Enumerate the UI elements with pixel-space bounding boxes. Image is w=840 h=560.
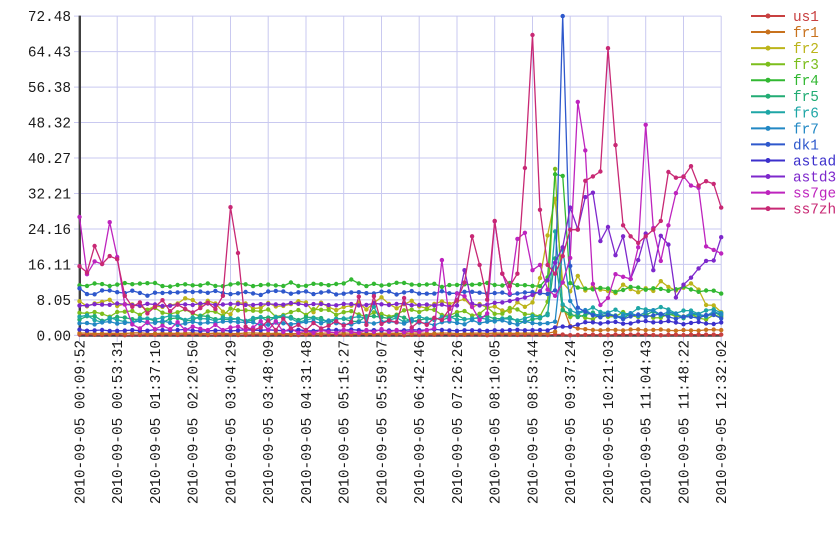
svg-text:2010-09-05 01:37:10: 2010-09-05 01:37:10 — [149, 340, 165, 504]
svg-text:16.11: 16.11 — [28, 258, 71, 274]
svg-text:ss7zh: ss7zh — [793, 203, 836, 219]
svg-text:dk1: dk1 — [793, 138, 819, 154]
svg-text:astad: astad — [793, 155, 836, 171]
svg-text:fr1: fr1 — [793, 26, 819, 42]
svg-text:2010-09-05 04:31:48: 2010-09-05 04:31:48 — [300, 340, 316, 504]
svg-text:fr2: fr2 — [793, 42, 819, 58]
svg-text:2010-09-05 12:32:02: 2010-09-05 12:32:02 — [715, 340, 731, 504]
svg-text:2010-09-05 08:53:44: 2010-09-05 08:53:44 — [527, 340, 543, 504]
svg-text:ss7ge: ss7ge — [793, 187, 836, 203]
svg-text:2010-09-05 09:37:24: 2010-09-05 09:37:24 — [564, 340, 580, 504]
svg-text:40.27: 40.27 — [28, 152, 71, 168]
svg-text:56.38: 56.38 — [28, 81, 71, 97]
svg-text:8.05: 8.05 — [36, 294, 71, 310]
svg-text:2010-09-05 10:21:03: 2010-09-05 10:21:03 — [602, 340, 618, 504]
svg-text:2010-09-05 03:04:29: 2010-09-05 03:04:29 — [225, 340, 241, 504]
svg-text:2010-09-05 11:48:22: 2010-09-05 11:48:22 — [678, 340, 694, 504]
svg-text:fr5: fr5 — [793, 90, 819, 106]
svg-text:2010-09-05 00:53:31: 2010-09-05 00:53:31 — [111, 340, 127, 504]
svg-text:64.43: 64.43 — [28, 46, 71, 62]
svg-text:2010-09-05 06:42:46: 2010-09-05 06:42:46 — [413, 340, 429, 504]
svg-text:2010-09-05 05:59:07: 2010-09-05 05:59:07 — [376, 340, 392, 504]
svg-text:2010-09-05 00:09:52: 2010-09-05 00:09:52 — [74, 340, 90, 504]
svg-text:astd3: astd3 — [793, 171, 836, 187]
svg-text:2010-09-05 03:48:09: 2010-09-05 03:48:09 — [262, 340, 278, 504]
svg-text:us1: us1 — [793, 10, 819, 26]
svg-text:fr7: fr7 — [793, 122, 819, 138]
svg-text:fr6: fr6 — [793, 106, 819, 122]
svg-text:32.21: 32.21 — [28, 188, 71, 204]
svg-text:fr4: fr4 — [793, 74, 819, 90]
svg-text:fr3: fr3 — [793, 58, 819, 74]
svg-text:0.00: 0.00 — [36, 329, 71, 345]
svg-text:48.32: 48.32 — [28, 117, 71, 133]
svg-text:2010-09-05 02:20:50: 2010-09-05 02:20:50 — [187, 340, 203, 504]
svg-text:2010-09-05 05:15:27: 2010-09-05 05:15:27 — [338, 340, 354, 504]
svg-text:2010-09-05 08:10:05: 2010-09-05 08:10:05 — [489, 340, 505, 504]
svg-text:24.16: 24.16 — [28, 223, 71, 239]
svg-text:2010-09-05 07:26:26: 2010-09-05 07:26:26 — [451, 340, 467, 504]
svg-text:2010-09-05 11:04:43: 2010-09-05 11:04:43 — [640, 340, 656, 504]
svg-text:72.48: 72.48 — [28, 10, 71, 26]
